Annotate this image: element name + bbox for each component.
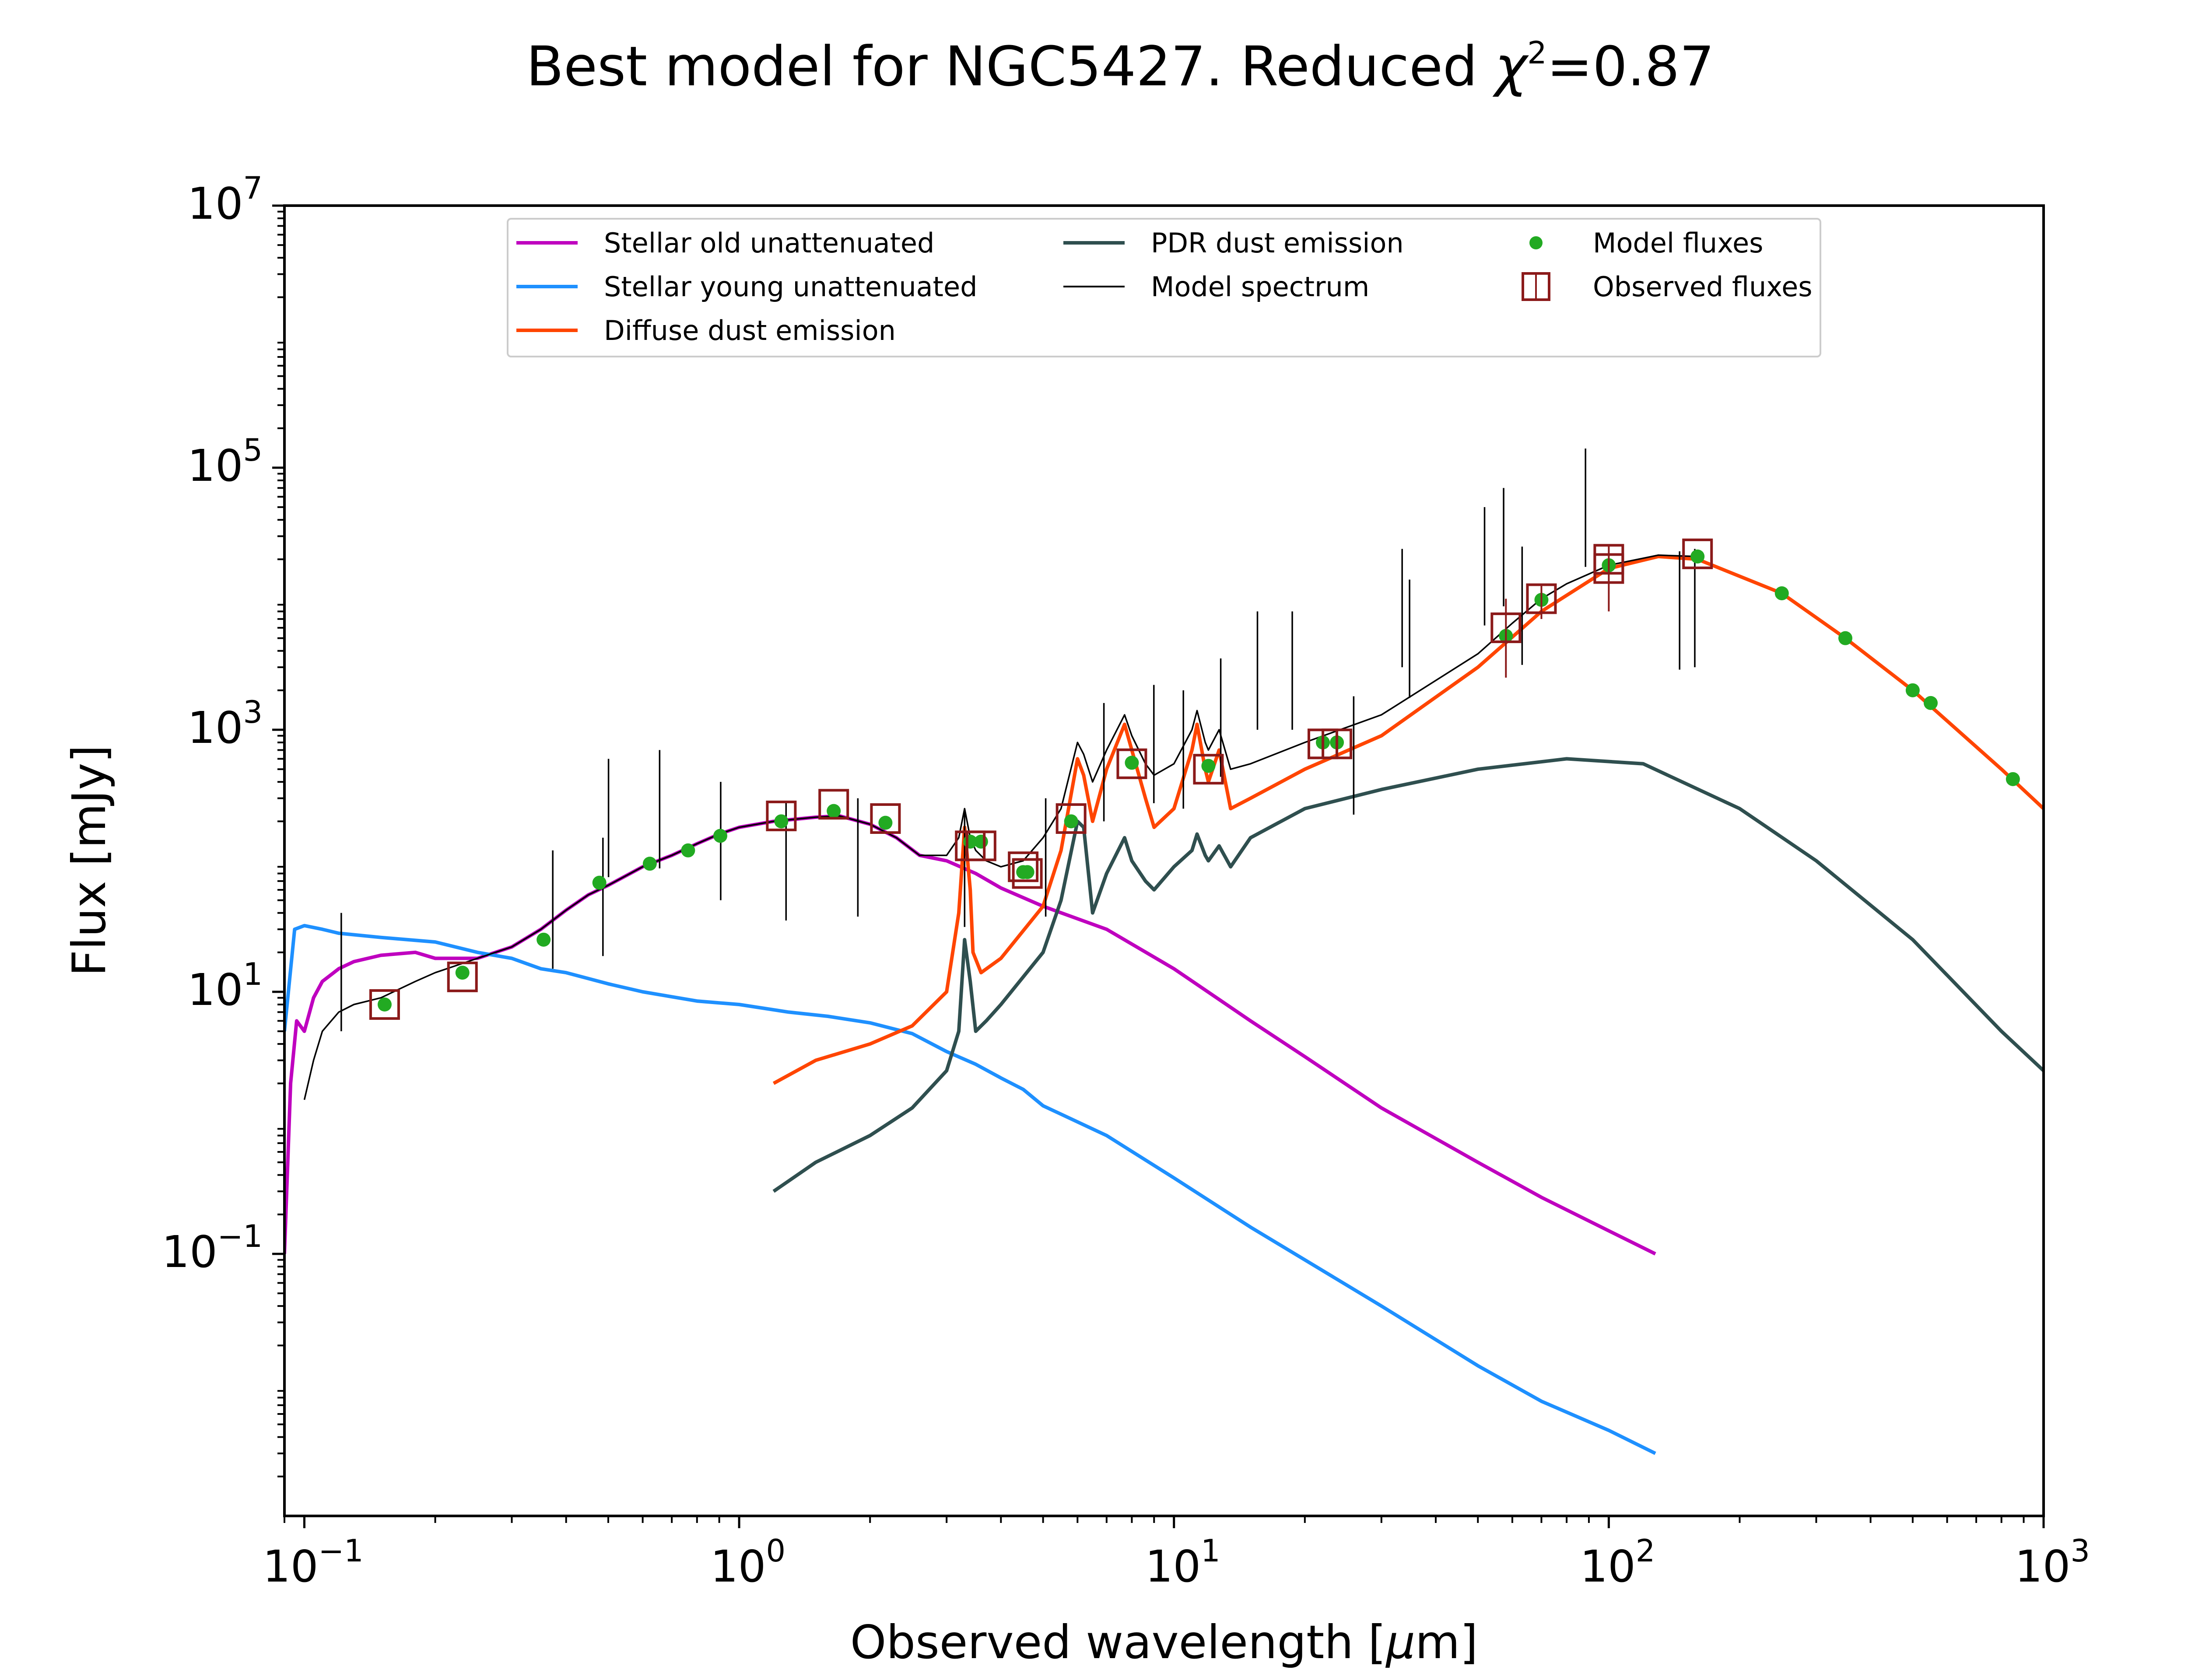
- legend-item-observed-fluxes: Observed fluxes: [1522, 271, 1813, 303]
- pdr-dust-emission-line: [772, 757, 2044, 1193]
- legend-label: Observed fluxes: [1593, 271, 1813, 303]
- observed-flux-point: [1593, 544, 1624, 575]
- model-flux-point: [681, 843, 695, 858]
- tick-label: 102: [1580, 1533, 1655, 1592]
- legend-label: Model spectrum: [1151, 271, 1369, 303]
- model-flux-point: [1064, 814, 1078, 829]
- tick-label: 10−1: [263, 1533, 363, 1592]
- model-flux-point: [1690, 549, 1705, 564]
- legend-item-pdr-dust-emission: PDR dust emission: [1063, 227, 1404, 259]
- tick-label: 107: [187, 170, 263, 229]
- observed-flux-point: [1682, 538, 1713, 569]
- legend-label: Stellar young unattenuated: [604, 271, 977, 303]
- observed-flux-point: [766, 800, 797, 831]
- model-flux-point: [1905, 683, 1920, 697]
- legend-item-stellar-old-unattenuated: Stellar old unattenuated: [516, 227, 934, 259]
- x-axis-label: Observed wavelength [μm]: [850, 1616, 1478, 1669]
- y-axis-label: Flux [mJy]: [63, 745, 116, 976]
- chart-title: Best model for NGC5427. Reduced χ2=0.87: [526, 35, 1714, 98]
- observed-flux-point: [447, 961, 478, 992]
- model-flux-point: [1838, 631, 1852, 645]
- model-flux-point: [377, 998, 392, 1012]
- model-spectrum-line: [303, 554, 1698, 1100]
- observed-flux-point: [1012, 858, 1043, 889]
- legend-label: PDR dust emission: [1151, 227, 1404, 259]
- legend-box: [507, 218, 1821, 357]
- observed-flux-point: [870, 803, 901, 834]
- observed-flux-point: [369, 989, 400, 1020]
- model-flux-point: [974, 834, 988, 849]
- observed-flux-point: [1322, 728, 1353, 760]
- tick-label: 103: [2015, 1533, 2090, 1592]
- observed-flux-point: [965, 830, 996, 861]
- legend-label: Model fluxes: [1593, 227, 1763, 259]
- stellar-young-unattenuated-line: [284, 924, 1656, 1455]
- observed-flux-point: [1008, 851, 1039, 882]
- observed-flux-point: [1055, 803, 1087, 834]
- model-flux-point: [878, 816, 893, 830]
- model-flux-point: [1125, 756, 1139, 770]
- model-flux-point: [1924, 696, 1938, 710]
- model-flux-point: [774, 814, 789, 829]
- model-flux-point: [1774, 586, 1789, 601]
- model-flux-point: [455, 966, 470, 980]
- axes-frame: [283, 204, 2045, 1517]
- model-flux-point: [2006, 772, 2020, 786]
- model-flux-point: [536, 932, 551, 947]
- axis-ticks: 10−1 100 101 102 103 10−1 101 103 105 107: [162, 170, 2090, 1592]
- model-flux-point: [827, 804, 841, 818]
- tick-label: 100: [710, 1533, 785, 1592]
- model-flux-point: [592, 875, 607, 890]
- observed-flux-point: [818, 789, 849, 820]
- legend-label: Diffuse dust emission: [604, 315, 896, 346]
- legend-item-model-spectrum: Model spectrum: [1063, 271, 1369, 303]
- legend-label: Stellar old unattenuated: [604, 227, 934, 259]
- legend-item-diffuse-dust-emission: Diffuse dust emission: [516, 315, 896, 346]
- tick-label: 105: [187, 432, 263, 491]
- legend-item-model-fluxes: Model fluxes: [1529, 227, 1763, 259]
- diffuse-dust-emission-line: [772, 555, 2044, 1085]
- observed-flux-point: [1490, 612, 1522, 643]
- model-flux-point: [1020, 865, 1034, 879]
- model-flux-point: [1201, 759, 1216, 773]
- model-flux-point: [642, 857, 657, 871]
- legend: Stellar old unattenuated Stellar young un…: [507, 218, 1821, 357]
- tick-label: 101: [187, 956, 263, 1015]
- plot-area: [284, 448, 2044, 1455]
- observed-flux-point: [1526, 583, 1557, 614]
- observed-flux-point: [1193, 754, 1224, 785]
- legend-item-stellar-young-unattenuated: Stellar young unattenuated: [516, 271, 977, 303]
- tick-label: 10−1: [162, 1218, 263, 1278]
- observed-flux-point: [1116, 748, 1147, 779]
- model-flux-point: [713, 829, 728, 843]
- legend-swatch: [1529, 236, 1543, 249]
- tick-label: 103: [187, 694, 263, 753]
- tick-label: 101: [1145, 1533, 1220, 1592]
